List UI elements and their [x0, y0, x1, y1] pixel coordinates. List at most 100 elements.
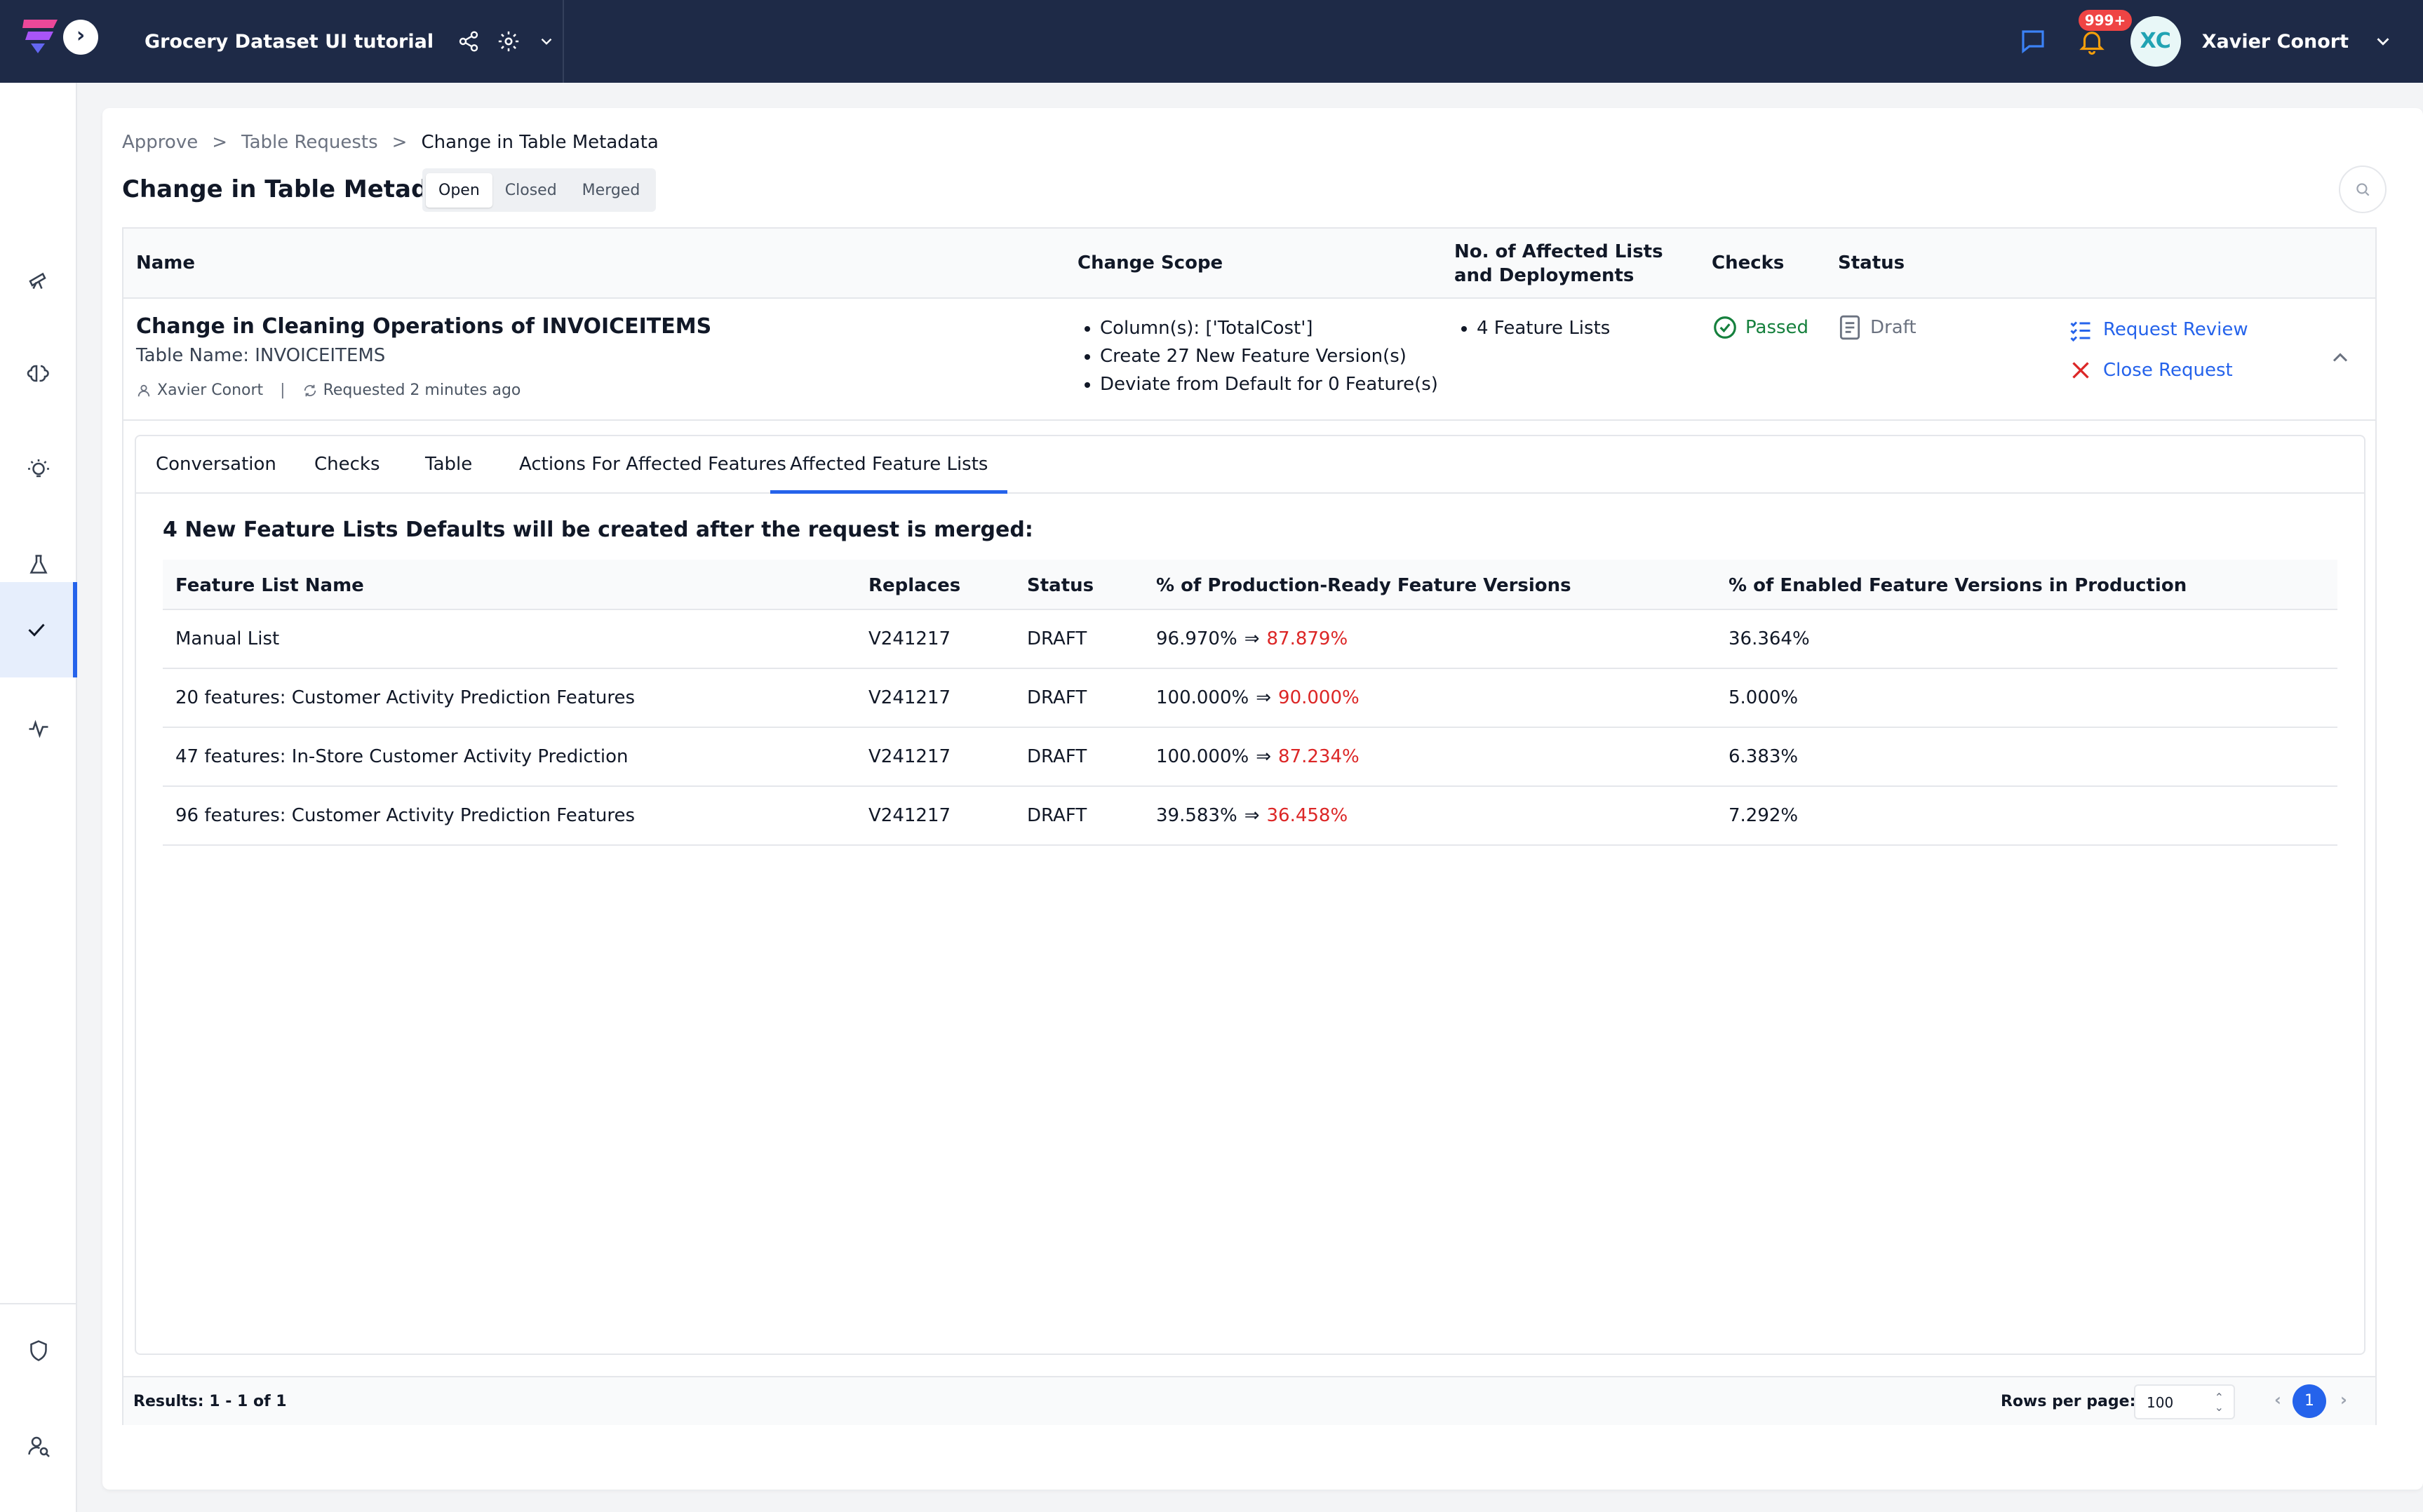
- col-name[interactable]: Name: [136, 252, 196, 274]
- production-ready-change: 96.970% ⇒ 87.879%: [1156, 628, 1348, 649]
- col-enabled-in-production: % of Enabled Feature Versions in Product…: [1729, 575, 2187, 596]
- affected-lists-heading: 4 New Feature Lists Defaults will be cre…: [163, 518, 1033, 542]
- check-circle-icon: [1714, 316, 1736, 339]
- filter-merged[interactable]: Merged: [582, 181, 640, 199]
- table-row[interactable]: 47 features: In-Store Customer Activity …: [163, 728, 2337, 787]
- table-row[interactable]: Change in Cleaning Operations of INVOICE…: [123, 299, 2375, 421]
- feature-list-status: DRAFT: [1027, 805, 1087, 826]
- brain-icon: [27, 365, 49, 382]
- notification-badge: 999+: [2078, 10, 2133, 31]
- breadcrumb-separator: >: [212, 132, 227, 153]
- next-page-icon[interactable]: ›: [2340, 1390, 2347, 1410]
- top-bar: › Grocery Dataset UI tutorial 999+ XC Xa…: [0, 0, 2423, 83]
- col-change-scope[interactable]: Change Scope: [1078, 252, 1223, 274]
- close-request-button[interactable]: Close Request: [2068, 358, 2233, 383]
- filter-open[interactable]: Open: [426, 173, 492, 208]
- feature-list-name[interactable]: 47 features: In-Store Customer Activity …: [175, 746, 629, 767]
- user-menu-chevron-icon[interactable]: [2372, 31, 2394, 52]
- enabled-percent: 7.292%: [1729, 805, 1799, 826]
- user-icon: [137, 384, 150, 396]
- user-name[interactable]: Xavier Conort: [2201, 30, 2349, 53]
- feature-list-status: DRAFT: [1027, 746, 1087, 767]
- tab-affected-feature-lists[interactable]: Affected Feature Lists: [770, 436, 1008, 494]
- affected-table-header: Feature List Name Replaces Status % of P…: [163, 560, 2337, 610]
- requester-name: Xavier Conort: [157, 382, 264, 399]
- chevron-up-icon[interactable]: [2328, 345, 2353, 370]
- lightbulb-icon: [28, 459, 49, 478]
- previous-page-icon[interactable]: ‹: [2274, 1390, 2281, 1410]
- filter-closed[interactable]: Closed: [504, 181, 557, 199]
- pagination-footer: Results: 1 - 1 of 1 Rows per page: 100 ⌃…: [123, 1376, 2375, 1425]
- breadcrumb-separator: >: [391, 132, 408, 153]
- shield-icon: [30, 1340, 47, 1361]
- feature-list-status: DRAFT: [1027, 687, 1087, 708]
- new-percent: 87.879%: [1266, 628, 1348, 649]
- scope-item: Column(s): ['TotalCost']: [1100, 314, 1438, 342]
- feature-list-name[interactable]: 96 features: Customer Activity Predictio…: [175, 805, 636, 826]
- new-percent: 90.000%: [1278, 687, 1360, 708]
- page-1-button[interactable]: 1: [2293, 1384, 2326, 1418]
- rows-per-page-select[interactable]: 100 ⌃ ⌄: [2134, 1384, 2235, 1419]
- tab-actions-for-affected-features[interactable]: Actions For Affected Features: [519, 454, 786, 475]
- replaces-version: V241217: [868, 628, 951, 649]
- sidebar-item-monitor[interactable]: [0, 680, 77, 776]
- breadcrumb-approve[interactable]: Approve: [122, 132, 199, 153]
- new-percent: 87.234%: [1278, 746, 1360, 767]
- old-percent: 100.000%: [1156, 687, 1249, 708]
- col-affected[interactable]: No. of Affected Lists and Deployments: [1454, 241, 1663, 286]
- sidebar: [0, 83, 77, 1512]
- production-ready-change: 39.583% ⇒ 36.458%: [1156, 805, 1348, 826]
- sidebar-item-models[interactable]: [0, 327, 77, 422]
- request-review-label: Request Review: [2103, 319, 2248, 340]
- request-title[interactable]: Change in Cleaning Operations of INVOICE…: [136, 314, 712, 339]
- status-label: Draft: [1870, 317, 1917, 338]
- table-row[interactable]: 20 features: Customer Activity Predictio…: [163, 669, 2337, 728]
- tab-conversation[interactable]: Conversation: [156, 454, 276, 475]
- search-button[interactable]: [2339, 166, 2387, 213]
- enabled-percent: 6.383%: [1729, 746, 1799, 767]
- sidebar-item-approve[interactable]: [0, 582, 77, 677]
- settings-gear-icon[interactable]: [497, 29, 521, 54]
- feature-list-name[interactable]: Manual List: [175, 628, 280, 649]
- project-name[interactable]: Grocery Dataset UI tutorial: [145, 30, 434, 53]
- breadcrumb-current: Change in Table Metadata: [421, 132, 659, 153]
- sidebar-item-users[interactable]: [0, 1398, 77, 1494]
- chat-icon[interactable]: [2018, 27, 2048, 56]
- share-icon[interactable]: [457, 29, 480, 54]
- activity-icon: [29, 720, 48, 738]
- arrow-right-icon: ⇒: [1256, 687, 1272, 708]
- expand-sidebar-button[interactable]: ›: [63, 20, 98, 55]
- production-ready-change: 100.000% ⇒ 90.000%: [1156, 687, 1360, 708]
- breadcrumb-table-requests[interactable]: Table Requests: [241, 132, 378, 153]
- feature-list-status: DRAFT: [1027, 628, 1087, 649]
- user-search-icon: [28, 1436, 50, 1457]
- results-count: Results: 1 - 1 of 1: [133, 1393, 287, 1410]
- sidebar-item-experiment[interactable]: [0, 518, 77, 613]
- checks-status: Passed: [1712, 314, 1808, 341]
- table-row[interactable]: Manual List V241217 DRAFT 96.970% ⇒ 87.8…: [163, 610, 2337, 669]
- table-row[interactable]: 96 features: Customer Activity Predictio…: [163, 787, 2337, 846]
- select-arrows-icon: ⌃ ⌄: [2214, 1391, 2224, 1414]
- production-ready-change: 100.000% ⇒ 87.234%: [1156, 746, 1360, 767]
- status-filter: Open Closed Merged: [422, 168, 657, 212]
- replaces-version: V241217: [868, 746, 951, 767]
- col-status[interactable]: Status: [1838, 252, 1905, 274]
- requests-table: Name Change Scope No. of Affected Lists …: [122, 227, 2377, 1425]
- app-logo-icon[interactable]: [20, 17, 62, 55]
- sidebar-item-ideas[interactable]: [0, 422, 77, 518]
- request-details-panel: Conversation Checks Table Actions For Af…: [135, 435, 2365, 1355]
- notifications-button[interactable]: 999+: [2077, 10, 2133, 56]
- tab-checks[interactable]: Checks: [314, 454, 380, 475]
- flask-icon: [29, 555, 48, 574]
- affected-feature-lists-table: Feature List Name Replaces Status % of P…: [163, 560, 2337, 846]
- sidebar-item-security[interactable]: [0, 1303, 77, 1398]
- col-checks[interactable]: Checks: [1712, 252, 1785, 274]
- sidebar-item-explore[interactable]: [0, 231, 77, 327]
- tab-table[interactable]: Table: [425, 454, 473, 475]
- feature-list-name[interactable]: 20 features: Customer Activity Predictio…: [175, 687, 636, 708]
- request-review-button[interactable]: Request Review: [2068, 317, 2248, 342]
- avatar[interactable]: XC: [2130, 16, 2181, 67]
- col-production-ready: % of Production-Ready Feature Versions: [1156, 575, 1571, 596]
- chevron-down-icon[interactable]: [537, 29, 556, 54]
- arrow-right-icon: ⇒: [1244, 628, 1260, 649]
